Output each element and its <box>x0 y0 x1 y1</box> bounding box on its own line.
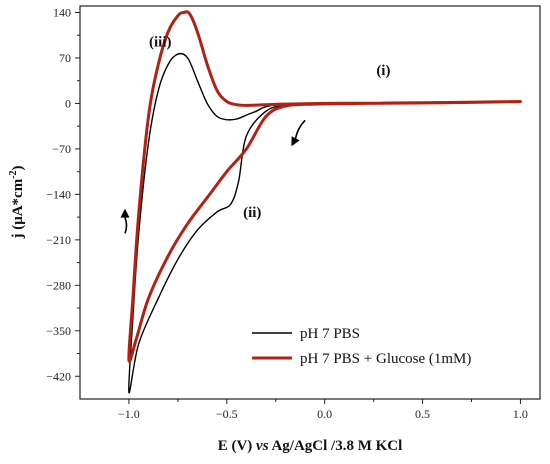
series-line-2 <box>127 10 522 363</box>
y-axis-title: j (μA*cm-2) <box>8 165 26 239</box>
legend-label: pH 7 PBS <box>300 326 360 342</box>
y-tick-label: −140 <box>46 187 71 201</box>
scan-direction-arrow <box>291 119 306 147</box>
legend-label: pH 7 PBS + Glucose (1mM) <box>300 351 471 367</box>
y-tick-label: −70 <box>52 142 71 156</box>
x-axis-ticks: −1.0 −0.5 0.0 0.5 1.0 <box>118 399 528 421</box>
annotation-label: (iii) <box>149 34 172 50</box>
series-line-1 <box>128 52 522 394</box>
x-tick-label: 0.5 <box>415 407 430 421</box>
y-tick-label: −350 <box>46 324 71 338</box>
x-title-part: E (V) <box>218 438 256 454</box>
y-tick-label: −420 <box>46 369 71 383</box>
y-title-part: ) <box>10 165 26 170</box>
x-axis-title: E (V) vs Ag/AgCl /3.8 M KCl <box>218 438 403 454</box>
annotation-layer: (i) (ii) (iii) <box>120 34 390 234</box>
x-tick-label: 0.0 <box>317 407 332 421</box>
y-tick-label: −280 <box>46 278 71 292</box>
scan-direction-arrow <box>120 208 130 234</box>
annotation-label: (ii) <box>243 205 261 221</box>
y-tick-label: 0 <box>65 96 71 110</box>
y-tick-label: 140 <box>53 5 71 19</box>
x-title-part: vs <box>256 438 269 454</box>
x-tick-label: −1.0 <box>118 407 140 421</box>
x-tick-label: 1.0 <box>513 407 528 421</box>
y-title-part: j (μA*cm <box>10 178 26 239</box>
plot-frame <box>79 5 541 400</box>
x-tick-label: −0.5 <box>216 407 238 421</box>
y-tick-label: 70 <box>59 51 71 65</box>
y-tick-label: −210 <box>46 233 71 247</box>
annotation-label: (i) <box>376 63 390 79</box>
series-layer <box>127 10 522 394</box>
y-title-part: -2 <box>8 170 19 178</box>
legend: pH 7 PBS pH 7 PBS + Glucose (1mM) <box>252 326 471 367</box>
y-axis-ticks: 140 70 0 −70 −140 −210 −280 −350 −420 <box>46 5 80 383</box>
x-title-part: Ag/AgCl /3.8 M KCl <box>269 438 403 454</box>
